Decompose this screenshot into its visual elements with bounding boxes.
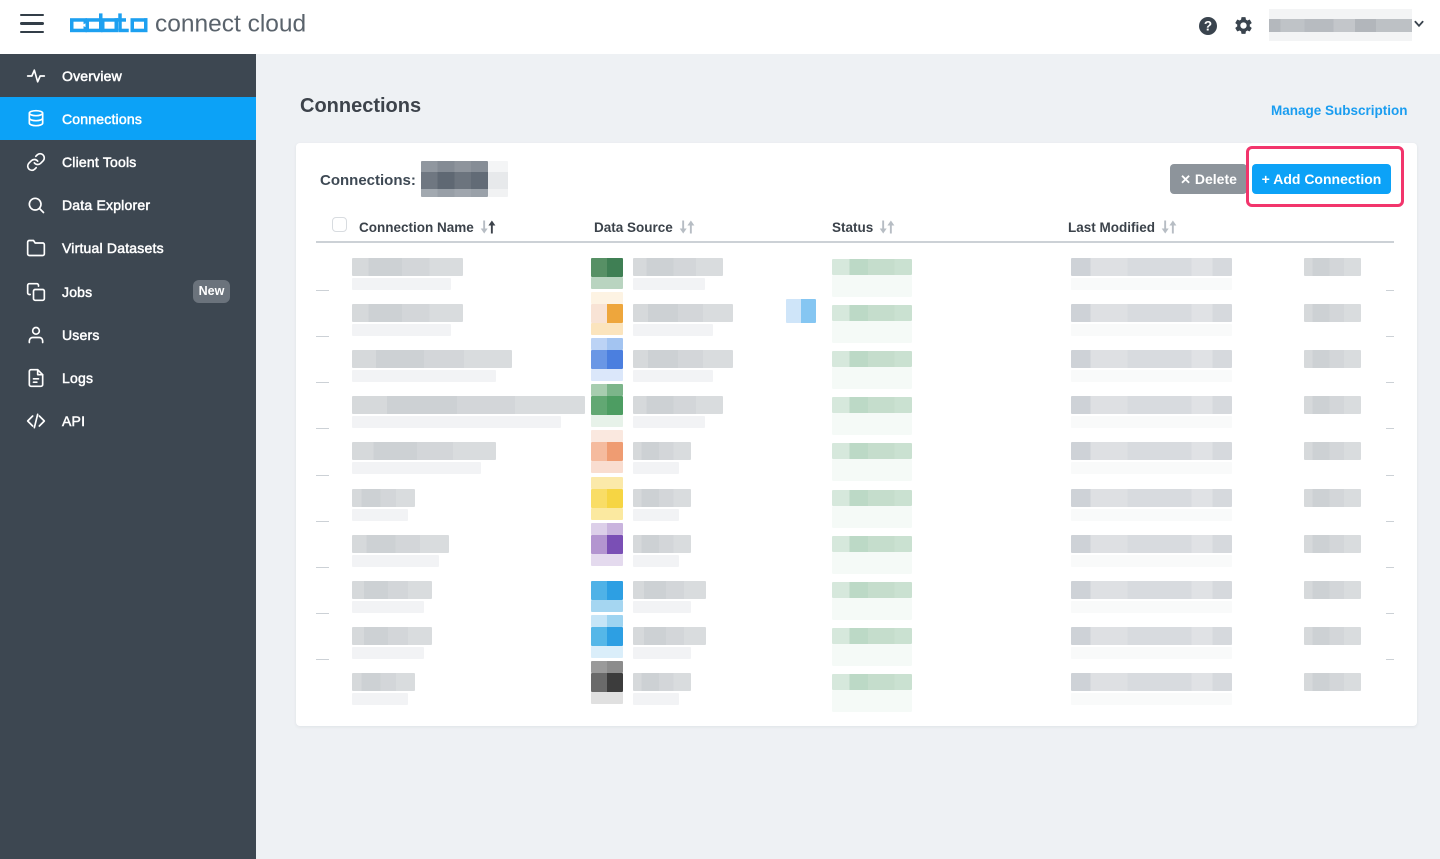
svg-text:connect cloud: connect cloud (155, 11, 306, 38)
svg-text:?: ? (1204, 18, 1212, 33)
